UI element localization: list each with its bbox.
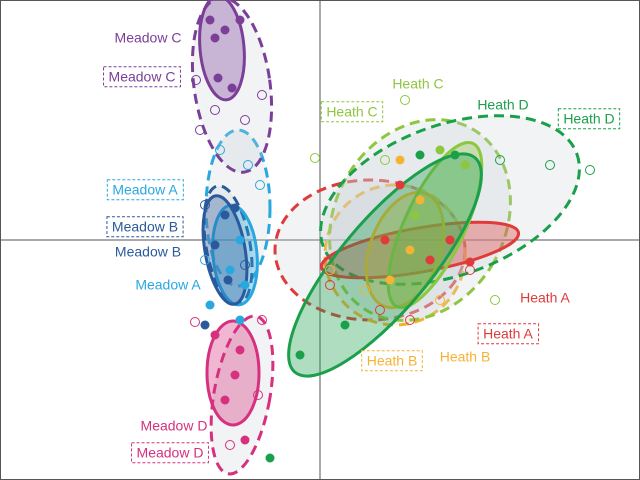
point — [405, 245, 415, 255]
legend-label: Meadow A — [112, 182, 178, 198]
point — [220, 25, 230, 35]
point — [425, 255, 435, 265]
point — [200, 200, 210, 210]
point — [191, 75, 201, 85]
point — [210, 330, 220, 340]
point — [257, 315, 267, 325]
point — [235, 235, 245, 245]
legend-label: Meadow D — [141, 418, 208, 434]
point — [235, 315, 245, 325]
point — [225, 440, 235, 450]
point — [235, 345, 245, 355]
point — [325, 265, 335, 275]
legend-label: Heath B — [367, 353, 418, 369]
legend-label: Meadow B — [112, 219, 178, 235]
point — [460, 160, 470, 170]
point — [380, 155, 390, 165]
point — [255, 180, 265, 190]
point — [405, 315, 415, 325]
point — [225, 265, 235, 275]
legend-label: Heath A — [483, 326, 533, 342]
ellipse — [364, 190, 446, 310]
point — [375, 305, 385, 315]
label-box — [320, 101, 384, 123]
point — [295, 350, 305, 360]
point — [195, 125, 205, 135]
point — [385, 275, 395, 285]
point — [230, 203, 240, 213]
point — [265, 453, 275, 463]
point — [415, 150, 425, 160]
legend-label: Heath A — [520, 290, 570, 306]
point — [235, 15, 245, 25]
point — [253, 390, 263, 400]
point — [223, 275, 233, 285]
legend-label: Heath D — [563, 111, 614, 127]
point — [380, 235, 390, 245]
point — [240, 260, 250, 270]
point — [210, 240, 220, 250]
ellipse — [386, 140, 484, 310]
point — [465, 265, 475, 275]
point — [240, 435, 250, 445]
point — [243, 160, 253, 170]
legend-label: Meadow A — [135, 277, 201, 293]
point — [395, 180, 405, 190]
point — [227, 83, 237, 93]
point — [325, 280, 335, 290]
point — [190, 317, 200, 327]
point — [210, 33, 220, 43]
point — [257, 90, 267, 100]
point — [210, 105, 220, 115]
legend-label: Heath D — [477, 97, 528, 113]
legend-label: Meadow D — [137, 445, 204, 461]
point — [410, 210, 420, 220]
point — [200, 320, 210, 330]
legend-label: Heath C — [392, 76, 443, 92]
ellipse — [319, 220, 521, 280]
point — [360, 285, 370, 295]
point — [450, 150, 460, 160]
label-box — [131, 442, 209, 464]
ellipse — [201, 194, 249, 306]
point — [395, 155, 405, 165]
legend-label: Heath B — [440, 349, 491, 365]
point — [585, 165, 595, 175]
label-box — [557, 108, 621, 130]
ellipse — [287, 152, 483, 378]
point — [545, 160, 555, 170]
legend-label: Meadow B — [115, 244, 181, 260]
point — [240, 115, 250, 125]
point — [495, 155, 505, 165]
point — [445, 235, 455, 245]
point — [205, 15, 215, 25]
point — [205, 300, 215, 310]
label-box — [103, 66, 181, 88]
point — [415, 195, 425, 205]
point — [310, 153, 320, 163]
legend-label: Heath C — [326, 104, 377, 120]
point — [435, 295, 445, 305]
point — [200, 255, 210, 265]
point — [465, 257, 475, 267]
label-box — [106, 179, 184, 201]
legend-label: Meadow C — [115, 30, 182, 46]
label-box — [477, 323, 540, 345]
point — [435, 145, 445, 155]
label-box — [361, 350, 423, 372]
point — [340, 320, 350, 330]
point — [490, 295, 500, 305]
label-box — [106, 216, 184, 238]
legend-label: Meadow C — [109, 69, 176, 85]
point — [400, 95, 410, 105]
point — [213, 73, 223, 83]
point — [215, 145, 225, 155]
point — [220, 395, 230, 405]
point — [230, 370, 240, 380]
point — [240, 280, 250, 290]
point — [220, 210, 230, 220]
